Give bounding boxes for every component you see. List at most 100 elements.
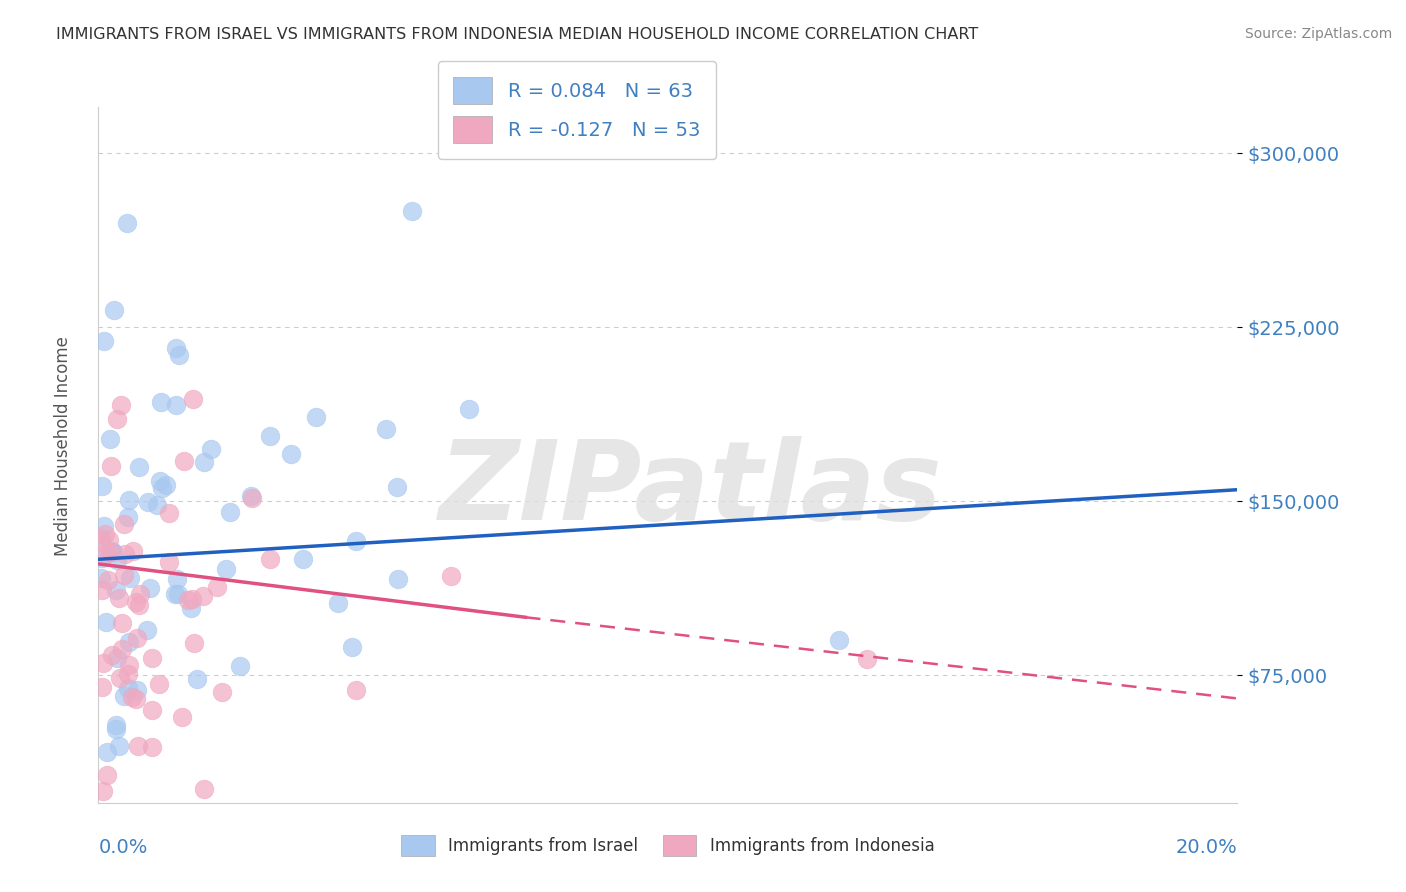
Text: Source: ZipAtlas.com: Source: ZipAtlas.com <box>1244 27 1392 41</box>
Point <box>457 401 479 416</box>
Point <box>117 509 139 524</box>
Point <box>90 681 112 695</box>
Point <box>141 651 163 665</box>
Point <box>157 507 180 521</box>
Point <box>118 635 141 649</box>
Point <box>100 648 122 663</box>
Point <box>165 398 187 412</box>
Point <box>128 587 150 601</box>
Point <box>166 572 188 586</box>
Text: 0.0%: 0.0% <box>98 838 148 856</box>
Text: 20.0%: 20.0% <box>1175 838 1237 856</box>
Point <box>146 498 169 512</box>
Point <box>90 533 112 548</box>
Point <box>344 683 367 698</box>
Point <box>326 596 349 610</box>
Point <box>170 709 193 723</box>
Point <box>259 428 281 442</box>
Point <box>215 562 238 576</box>
Point <box>121 690 143 704</box>
Point <box>127 739 149 754</box>
Point <box>104 722 127 736</box>
Point <box>104 582 127 597</box>
Point <box>148 677 170 691</box>
Point <box>155 477 177 491</box>
Text: Median Household Income: Median Household Income <box>55 336 72 556</box>
Point <box>104 717 127 731</box>
Point <box>401 204 423 219</box>
Point <box>110 398 132 412</box>
Point <box>240 490 263 504</box>
Point <box>828 633 851 648</box>
Point <box>183 392 205 406</box>
Point <box>193 454 215 468</box>
Point <box>112 517 135 532</box>
Point <box>387 572 409 586</box>
Point <box>122 543 145 558</box>
Point <box>107 651 129 665</box>
Point <box>93 334 115 349</box>
Point <box>100 458 122 473</box>
Point <box>385 480 408 494</box>
Point <box>193 781 215 796</box>
Point <box>93 526 115 541</box>
Point <box>91 657 114 671</box>
Point <box>135 623 157 637</box>
Point <box>91 551 114 566</box>
Point <box>218 505 240 519</box>
Point <box>344 533 367 548</box>
Point <box>125 692 148 706</box>
Point <box>90 531 112 545</box>
Point <box>103 302 125 317</box>
Point <box>91 479 114 493</box>
Point <box>167 347 190 361</box>
Point <box>173 454 195 468</box>
Point <box>167 587 190 601</box>
Text: ZIPatlas: ZIPatlas <box>439 436 942 543</box>
Point <box>128 598 150 612</box>
Point <box>125 631 148 645</box>
Point <box>856 652 879 666</box>
Point <box>96 768 118 782</box>
Point <box>125 595 148 609</box>
Point <box>240 491 263 505</box>
Point <box>120 571 142 585</box>
Point <box>141 739 163 754</box>
Point <box>186 672 208 686</box>
Point <box>96 615 118 629</box>
Point <box>93 519 115 533</box>
Point <box>111 642 134 657</box>
Point <box>149 474 172 488</box>
Point <box>228 659 250 673</box>
Point <box>139 581 162 595</box>
Point <box>342 640 364 655</box>
Point <box>97 533 120 547</box>
Point <box>165 587 187 601</box>
Point <box>205 580 228 594</box>
Point <box>127 682 149 697</box>
Point <box>118 658 141 673</box>
Point <box>128 459 150 474</box>
Point <box>97 574 120 588</box>
Point <box>91 784 114 798</box>
Point <box>292 552 315 566</box>
Point <box>98 432 121 446</box>
Point <box>108 739 131 754</box>
Point <box>100 543 122 558</box>
Point <box>375 422 398 436</box>
Point <box>91 583 114 598</box>
Legend: Immigrants from Israel, Immigrants from Indonesia: Immigrants from Israel, Immigrants from … <box>392 827 943 864</box>
Point <box>180 601 202 615</box>
Point <box>98 545 121 559</box>
Point <box>157 555 180 569</box>
Point <box>96 745 118 759</box>
Point <box>105 553 128 567</box>
Point <box>440 568 463 582</box>
Point <box>114 547 136 561</box>
Point <box>112 689 135 703</box>
Point <box>111 616 134 631</box>
Point <box>177 593 200 607</box>
Point <box>165 341 187 355</box>
Point <box>141 703 163 717</box>
Point <box>183 636 205 650</box>
